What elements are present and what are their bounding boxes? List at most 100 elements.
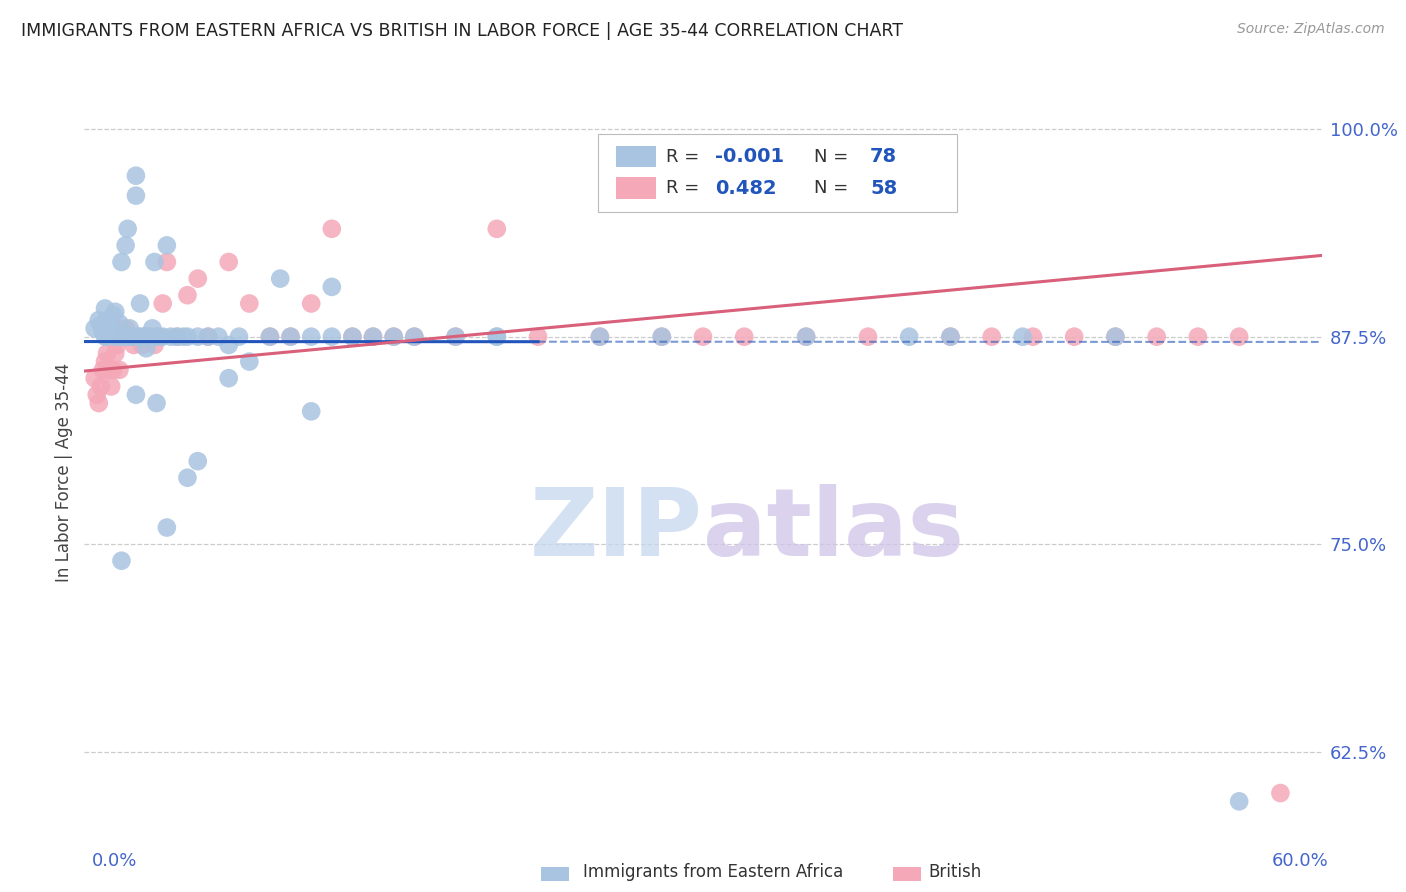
Point [651, 329, 673, 343]
Point [299, 296, 322, 310]
Point [1187, 329, 1209, 343]
Point [98, 363, 121, 377]
Point [589, 329, 612, 343]
Point [794, 329, 817, 343]
Point [187, 271, 209, 285]
Point [125, 188, 148, 202]
Point [127, 329, 149, 343]
Point [112, 329, 135, 343]
Point [1104, 329, 1126, 343]
Point [121, 329, 143, 343]
Point [114, 321, 136, 335]
Point [1227, 794, 1250, 808]
Point [156, 238, 179, 252]
Point [148, 329, 170, 343]
Text: Immigrants from Eastern Africa: Immigrants from Eastern Africa [583, 863, 844, 881]
Point [259, 329, 281, 343]
Point [118, 321, 141, 335]
Point [114, 329, 136, 343]
Point [1227, 329, 1250, 343]
Point [342, 329, 364, 343]
Point [1146, 329, 1168, 343]
Point [692, 329, 714, 343]
Point [321, 280, 343, 294]
Point [444, 329, 467, 343]
Point [135, 329, 157, 343]
Point [125, 169, 148, 183]
Point [939, 329, 962, 343]
Point [96, 329, 118, 343]
Point [218, 338, 240, 352]
Point [118, 329, 141, 343]
Point [187, 329, 209, 343]
Point [134, 329, 156, 343]
Point [131, 329, 153, 343]
Point [1270, 786, 1292, 800]
Point [207, 329, 229, 343]
Text: 0.0%: 0.0% [91, 852, 136, 870]
FancyBboxPatch shape [598, 134, 956, 212]
Point [382, 329, 405, 343]
Text: N =: N = [814, 179, 855, 197]
Point [794, 329, 817, 343]
Point [321, 329, 343, 343]
Point [361, 329, 384, 343]
Point [129, 296, 152, 310]
Text: R =: R = [666, 179, 710, 197]
Point [131, 338, 153, 352]
Point [218, 255, 240, 269]
Text: 0.482: 0.482 [716, 178, 778, 197]
Text: Source: ZipAtlas.com: Source: ZipAtlas.com [1237, 22, 1385, 37]
Point [90, 318, 112, 332]
Point [122, 329, 145, 343]
Text: N =: N = [814, 148, 855, 166]
Point [87, 313, 110, 327]
Point [299, 404, 322, 418]
Point [103, 308, 125, 322]
Point [856, 329, 879, 343]
Text: ZIP: ZIP [530, 483, 703, 576]
Point [152, 296, 174, 310]
Point [100, 318, 122, 332]
Point [104, 329, 127, 343]
Point [135, 341, 157, 355]
Point [98, 325, 121, 339]
Point [589, 329, 612, 343]
Point [280, 329, 302, 343]
Point [87, 396, 110, 410]
Point [105, 329, 128, 343]
Point [104, 305, 127, 319]
Point [156, 520, 179, 534]
Point [269, 271, 291, 285]
Point [160, 329, 183, 343]
Point [218, 371, 240, 385]
Point [135, 329, 157, 343]
Text: 78: 78 [870, 147, 897, 166]
Point [96, 346, 118, 360]
Point [91, 363, 114, 377]
Point [91, 325, 114, 339]
Point [485, 222, 508, 236]
Text: British: British [928, 863, 981, 881]
Point [238, 296, 260, 310]
Text: -0.001: -0.001 [716, 147, 785, 166]
Point [117, 222, 139, 236]
Point [143, 338, 166, 352]
Point [156, 255, 179, 269]
Point [100, 379, 122, 393]
Point [980, 329, 1002, 343]
Point [114, 238, 136, 252]
Point [110, 554, 132, 568]
Y-axis label: In Labor Force | Age 35-44: In Labor Force | Age 35-44 [55, 363, 73, 582]
Point [176, 329, 198, 343]
Point [1011, 329, 1033, 343]
Point [94, 354, 117, 368]
Point [485, 329, 508, 343]
Point [90, 379, 112, 393]
Point [197, 329, 219, 343]
Point [527, 329, 550, 343]
Point [103, 363, 125, 377]
Point [259, 329, 281, 343]
Point [94, 329, 117, 343]
Point [485, 329, 508, 343]
